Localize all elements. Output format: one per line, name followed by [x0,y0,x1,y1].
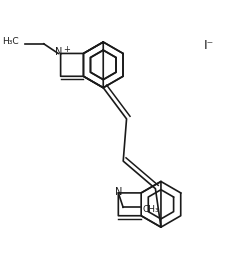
Text: H₃C: H₃C [2,37,18,46]
Text: N: N [114,187,121,197]
Text: +: + [63,45,70,54]
Text: N: N [54,47,62,57]
Text: I⁻: I⁻ [203,39,213,52]
Text: CH₃: CH₃ [142,205,158,214]
